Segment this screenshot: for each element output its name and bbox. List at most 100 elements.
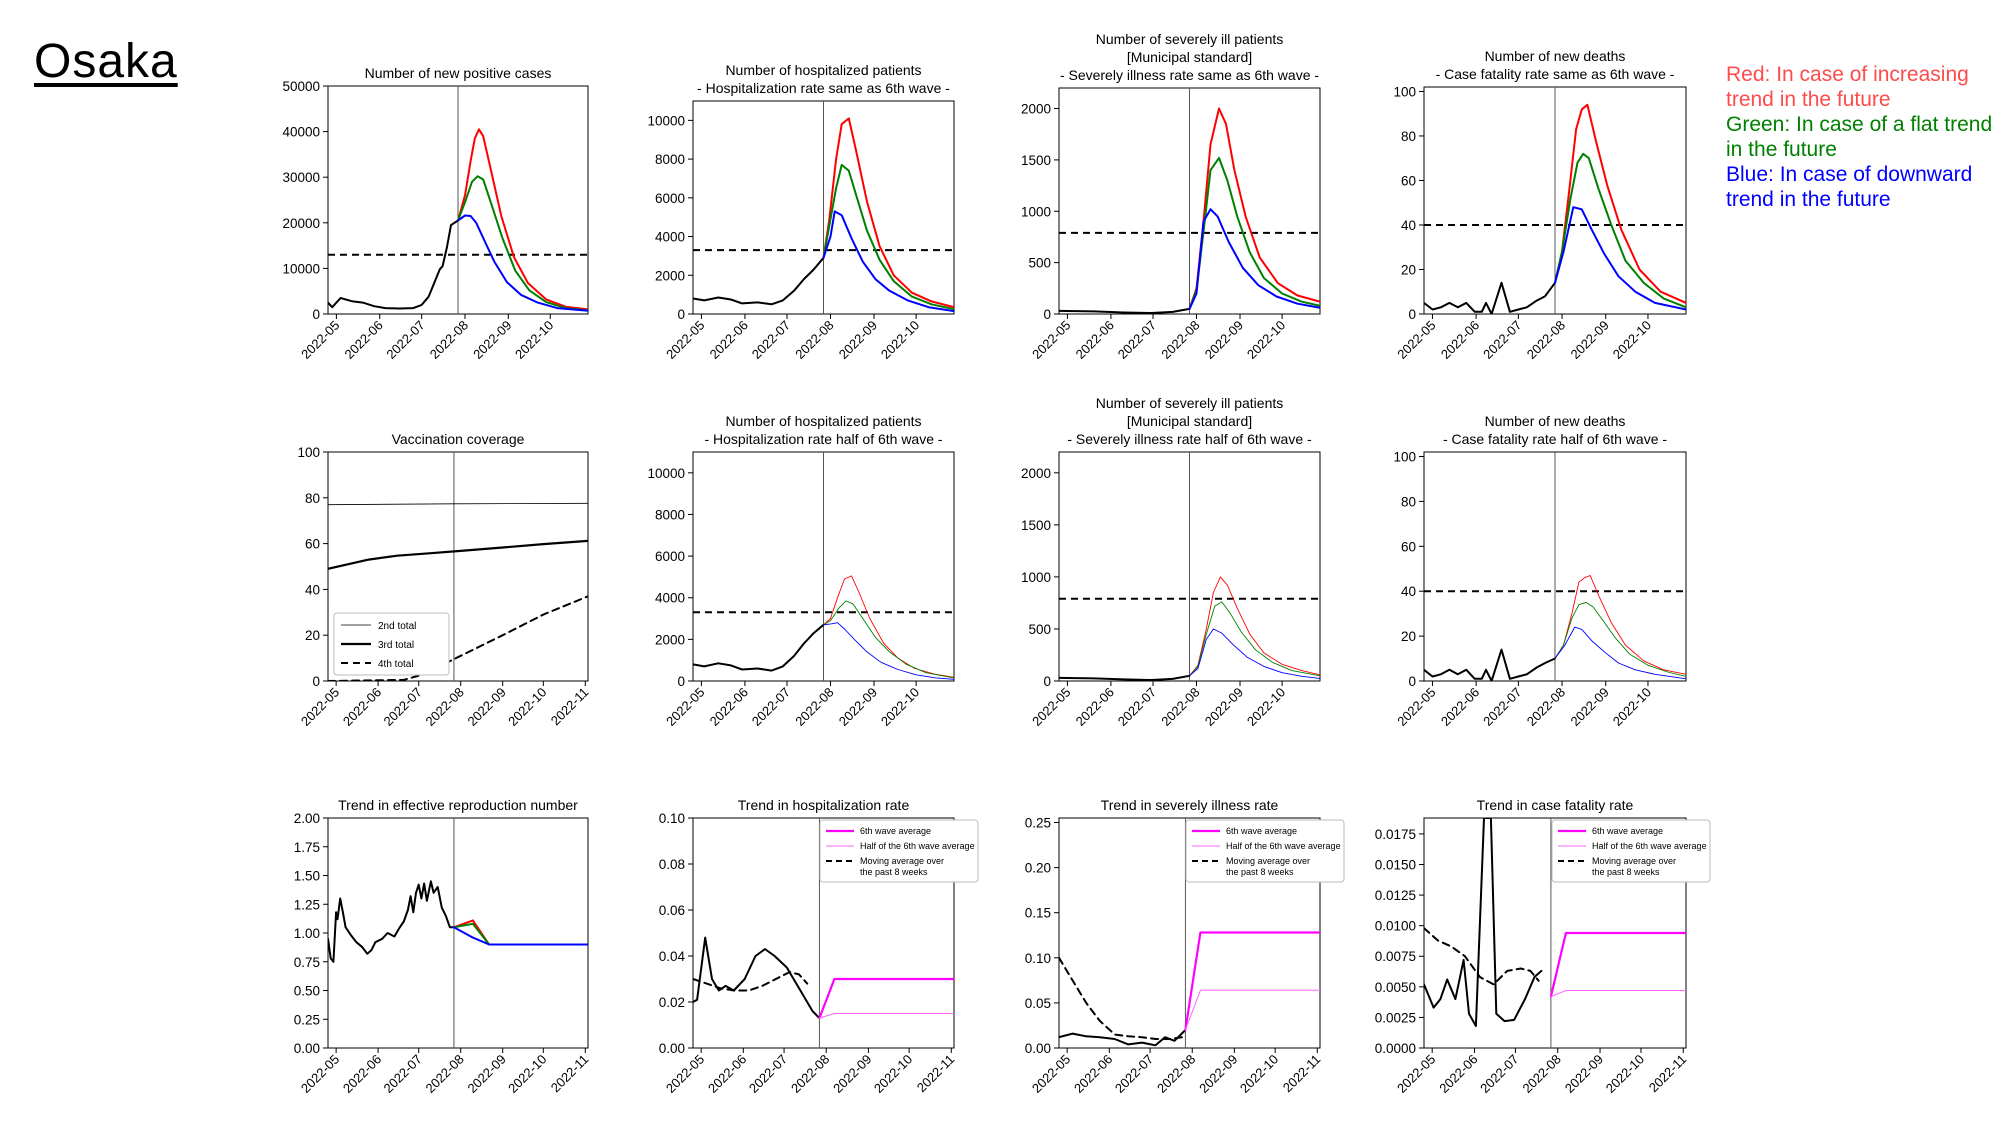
x-tick-label: 2022-08 [792, 685, 836, 729]
y-tick-label: 0 [1408, 674, 1416, 689]
chart-title: Number of new deaths [1485, 413, 1626, 429]
x-tick-label: 2022-07 [1480, 318, 1524, 362]
y-tick-label: 0.05 [1025, 996, 1051, 1011]
x-tick-label: 2022-08 [1524, 685, 1568, 729]
y-tick-label: 4000 [655, 591, 685, 606]
y-tick-label: 20 [305, 628, 320, 643]
y-tick-label: 1000 [1021, 204, 1051, 219]
series-line [1189, 576, 1320, 677]
y-tick-label: 500 [1028, 622, 1051, 637]
series-line [1059, 307, 1191, 314]
chart-title: Number of hospitalized patients [725, 62, 921, 78]
rate-legend: 6th wave average Half of the 6th wave ave… [1185, 819, 1345, 883]
y-tick-label: 2.00 [294, 811, 320, 826]
x-tick-label: 2022-08 [422, 1052, 466, 1096]
chart-c7: Number of severely ill patients [Municipa… [1021, 395, 1321, 729]
series-line [1189, 601, 1320, 677]
series-line [457, 128, 588, 311]
x-tick-label: 2022-10 [878, 685, 922, 729]
y-tick-label: 0.0075 [1375, 949, 1416, 964]
legend-label: Half of the 6th wave average [860, 841, 975, 851]
y-tick-label: 8000 [655, 507, 685, 522]
x-tick-label: 2022-07 [383, 318, 427, 362]
chart-title: - Case fatality rate half of 6th wave - [1443, 431, 1667, 447]
y-tick-label: 0.00 [1025, 1041, 1051, 1056]
y-tick-label: 100 [297, 445, 320, 460]
y-tick-label: 0.0025 [1375, 1010, 1416, 1025]
y-tick-label: 0 [677, 674, 685, 689]
legend-label: the past 8 weeks [1592, 867, 1660, 877]
chart-c11: Trend in severely illness rate 0.00 0.05 0.… [1025, 797, 1345, 1096]
plot-area [693, 101, 954, 314]
legend-label: 6th wave average [860, 826, 931, 836]
x-tick-label: 2022-09 [1202, 685, 1246, 729]
x-tick-label: 2022-06 [340, 685, 384, 729]
legend-red-text: Red: In case of increasing trend in the … [1726, 63, 1969, 111]
y-tick-label: 0 [312, 674, 320, 689]
y-tick-label: 1500 [1021, 518, 1051, 533]
x-tick-label: 2022-06 [1073, 318, 1117, 362]
x-tick-label: 2022-09 [1567, 685, 1611, 729]
chart-c6: Number of hospitalized patients - Hospita… [647, 413, 955, 729]
series-line [1554, 575, 1686, 675]
x-tick-label: 2022-06 [341, 318, 385, 362]
series-line [457, 214, 588, 312]
x-tick-label: 2022-05 [298, 685, 342, 729]
x-tick-label: 2022-08 [1524, 318, 1568, 362]
chart-c8: Number of new deaths - Case fatality rate… [1393, 413, 1687, 729]
plot-area [1424, 87, 1686, 314]
x-tick-label: 2022-09 [464, 685, 508, 729]
legend-label: the past 8 weeks [1226, 867, 1294, 877]
legend-green-text: Green: In case of a flat trend in the fu… [1726, 113, 1993, 161]
legend-frame [819, 819, 979, 883]
rate-legend: 6th wave average Half of the 6th wave ave… [1551, 819, 1711, 883]
series-line [328, 539, 588, 570]
chart-title: - Hospitalization rate same as 6th wave … [697, 80, 950, 96]
y-tick-label: 0.25 [1025, 816, 1051, 831]
x-tick-label: 2022-06 [1073, 685, 1117, 729]
series-line [822, 117, 954, 309]
x-tick-label: 2022-05 [1029, 318, 1073, 362]
y-tick-label: 2000 [655, 632, 685, 647]
series-line [818, 1013, 954, 1019]
chart-title: [Municipal standard] [1127, 413, 1252, 429]
x-tick-label: 2022-08 [792, 318, 836, 362]
x-tick-label: 2022-07 [1112, 1052, 1156, 1096]
plot-area [328, 86, 588, 314]
chart-title: Vaccination coverage [392, 431, 525, 447]
chart-title: - Severely illness rate same as 6th wave… [1060, 67, 1319, 83]
x-tick-label: 2022-10 [1244, 318, 1288, 362]
series-line [328, 880, 455, 963]
chart-c9: Trend in effective reproduction number 0.… [294, 797, 592, 1096]
series-line [1424, 281, 1556, 314]
legend-label: Half of the 6th wave average [1592, 841, 1707, 851]
y-tick-label: 1.75 [294, 840, 320, 855]
x-tick-label: 2022-11 [548, 685, 592, 729]
x-tick-label: 2022-09 [836, 318, 880, 362]
series-line [1184, 989, 1320, 1031]
series-line [818, 977, 954, 1020]
x-tick-label: 2022-07 [749, 685, 793, 729]
x-tick-label: 2022-07 [746, 1052, 790, 1096]
y-tick-label: 500 [1028, 256, 1051, 271]
y-tick-label: 1500 [1021, 153, 1051, 168]
chart-c12: Trend in case fatality rate 0.0000 0.0025 0… [1375, 797, 1711, 1096]
x-tick-label: 2022-10 [1244, 685, 1288, 729]
series-line [1188, 208, 1320, 310]
y-tick-label: 60 [1401, 173, 1416, 188]
y-tick-label: 0.75 [294, 955, 320, 970]
y-tick-label: 0 [1043, 674, 1051, 689]
x-tick-label: 2022-10 [1603, 1052, 1647, 1096]
x-tick-label: 2022-08 [427, 318, 471, 362]
y-tick-label: 40 [1401, 218, 1416, 233]
x-tick-label: 2022-10 [512, 318, 556, 362]
x-tick-label: 2022-07 [381, 1052, 425, 1096]
series-line [1189, 628, 1320, 679]
series-line [1554, 626, 1686, 680]
chart-c3: Number of severely ill patients [Municipa… [1021, 31, 1321, 362]
x-tick-label: 2022-07 [749, 318, 793, 362]
x-tick-label: 2022-07 [1115, 318, 1159, 362]
y-tick-label: 0.0175 [1375, 827, 1416, 842]
chart-c10: Trend in hospitalization rate 0.00 0.02 0.0… [659, 797, 979, 1096]
